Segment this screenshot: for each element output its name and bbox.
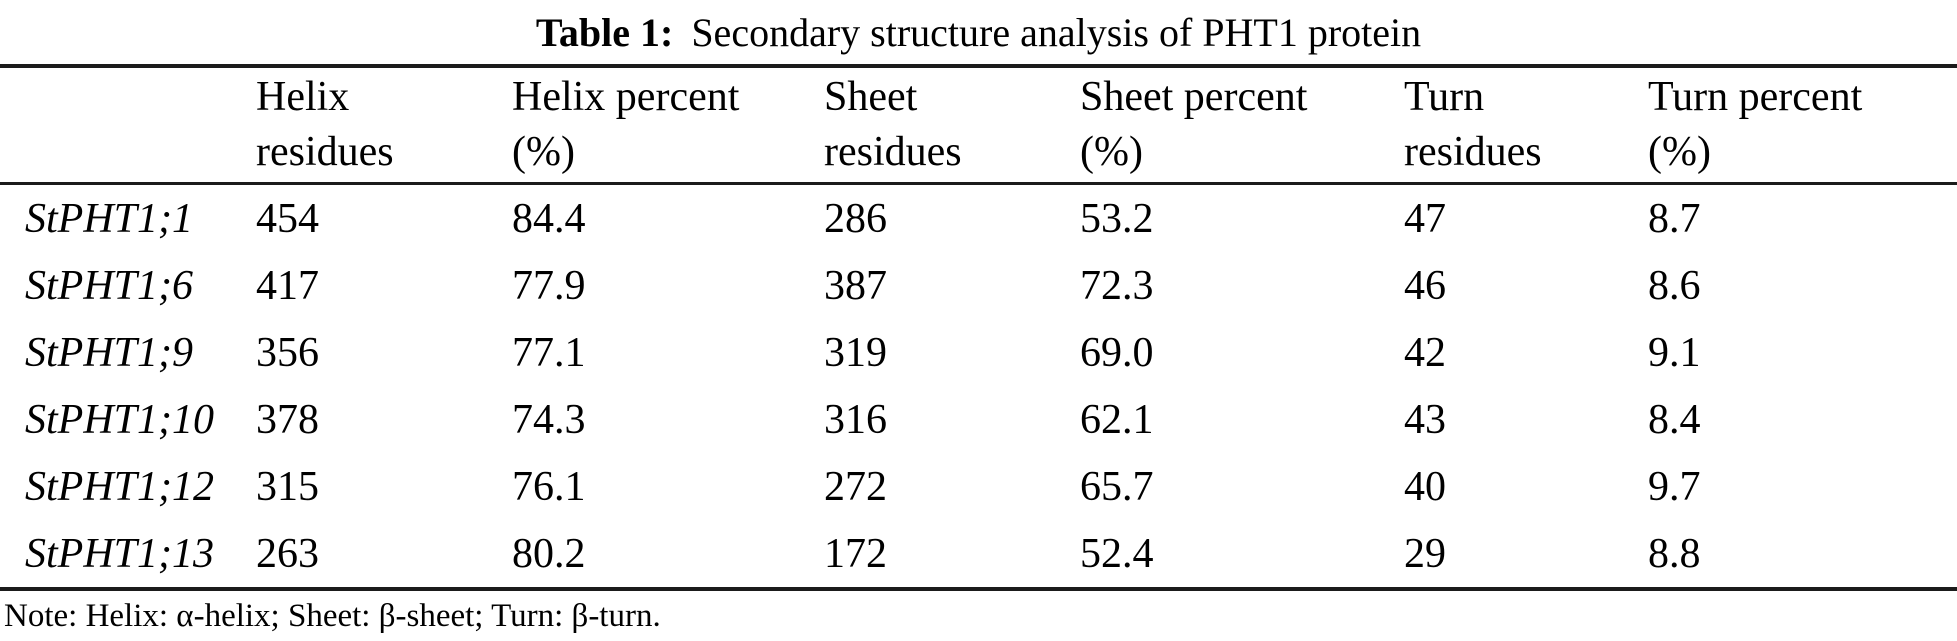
cell-helix-residues: 417 [256,262,319,309]
column-header-turn-percent: Turn percent (%) [1648,66,1957,185]
cell-helix-residues: 454 [256,195,319,242]
column-header-line2: (%) [1648,129,1711,175]
column-header-sheet-residues: Sheet residues [824,66,1080,185]
cell-helix-percent: 76.1 [512,463,586,510]
cell-helix-residues: 263 [256,530,319,577]
cell-sheet-percent: 69.0 [1080,329,1154,376]
table-row: StPHT1;6 417 77.9 387 72.3 46 8.6 [0,252,1957,319]
column-header-empty [0,66,256,185]
row-label: StPHT1;1 [25,195,193,242]
cell-helix-percent: 80.2 [512,530,586,577]
cell-sheet-percent: 62.1 [1080,396,1154,443]
cell-sheet-residues: 316 [824,396,887,443]
table-title-label: Table 1: [535,9,674,55]
cell-turn-residues: 46 [1404,262,1446,309]
column-header-line1: Turn percent [1648,74,1863,121]
row-label: StPHT1;9 [25,329,193,376]
table-row: StPHT1;1 454 84.4 286 53.2 47 8.7 [0,184,1957,253]
header-row: Helix residues Helix percent (%) Sheet r… [0,66,1957,185]
footnote: Note: Helix: α-helix; Sheet: β-sheet; Tu… [4,598,661,634]
cell-sheet-residues: 272 [824,463,887,510]
cell-helix-residues: 315 [256,463,319,510]
cell-helix-residues: 356 [256,329,319,376]
cell-sheet-residues: 286 [824,195,887,242]
column-header-sheet-percent: Sheet percent (%) [1080,66,1404,185]
column-header-line2: (%) [512,129,575,175]
column-header-helix-residues: Helix residues [256,66,512,185]
column-header-line2: residues [1404,129,1542,175]
column-header-helix-percent: Helix percent (%) [512,66,824,185]
table-row: StPHT1;10 378 74.3 316 62.1 43 8.4 [0,386,1957,453]
cell-sheet-percent: 65.7 [1080,463,1154,510]
table-row: StPHT1;9 356 77.1 319 69.0 42 9.1 [0,319,1957,386]
row-label: StPHT1;10 [25,396,214,443]
column-header-line1: Sheet [824,74,918,121]
cell-helix-percent: 77.9 [512,262,586,309]
cell-sheet-residues: 319 [824,329,887,376]
cell-turn-residues: 40 [1404,463,1446,510]
cell-turn-percent: 8.8 [1648,530,1701,577]
cell-turn-residues: 47 [1404,195,1446,242]
column-header-line1: Helix [256,74,350,121]
column-header-line2: residues [824,129,962,175]
cell-helix-percent: 74.3 [512,396,586,443]
column-header-line1: Turn [1404,74,1485,121]
cell-turn-residues: 29 [1404,530,1446,577]
row-label: StPHT1;12 [25,463,214,510]
cell-helix-percent: 84.4 [512,195,586,242]
table-row: StPHT1;12 315 76.1 272 65.7 40 9.7 [0,453,1957,520]
cell-turn-percent: 9.1 [1648,329,1701,376]
cell-turn-percent: 9.7 [1648,463,1701,510]
cell-turn-residues: 43 [1404,396,1446,443]
cell-turn-percent: 8.6 [1648,262,1701,309]
row-label: StPHT1;6 [25,262,193,309]
table-row: StPHT1;13 263 80.2 172 52.4 29 8.8 [0,520,1957,589]
cell-turn-percent: 8.7 [1648,195,1701,242]
cell-sheet-percent: 72.3 [1080,262,1154,309]
cell-helix-percent: 77.1 [512,329,586,376]
column-header-line1: Sheet percent [1080,74,1308,121]
column-header-line2: (%) [1080,129,1143,175]
cell-sheet-residues: 172 [824,530,887,577]
cell-helix-residues: 378 [256,396,319,443]
cell-turn-residues: 42 [1404,329,1446,376]
secondary-structure-table: Helix residues Helix percent (%) Sheet r… [0,64,1957,591]
table-title-text: Secondary structure analysis of PHT1 pro… [691,9,1422,55]
cell-turn-percent: 8.4 [1648,396,1701,443]
column-header-line2: residues [256,129,394,175]
table-title: Table 1: Secondary structure analysis of… [0,0,1957,64]
column-header-line1: Helix percent [512,74,740,121]
row-label: StPHT1;13 [25,530,214,577]
cell-sheet-percent: 53.2 [1080,195,1154,242]
cell-sheet-residues: 387 [824,262,887,309]
column-header-turn-residues: Turn residues [1404,66,1648,185]
cell-sheet-percent: 52.4 [1080,530,1154,577]
